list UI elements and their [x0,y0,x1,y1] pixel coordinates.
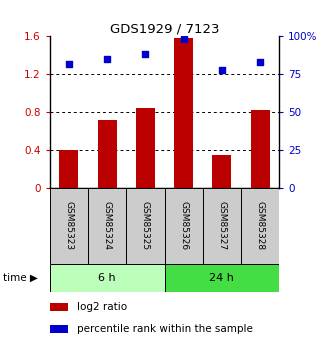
Point [143,52,148,57]
Title: GDS1929 / 7123: GDS1929 / 7123 [110,22,219,35]
Bar [50,188,88,264]
Point [181,37,186,42]
Text: log2 ratio: log2 ratio [77,302,127,312]
Bar [50,303,68,311]
Text: GSM85323: GSM85323 [65,201,74,250]
Text: 6 h: 6 h [98,273,116,283]
Bar [59,150,78,188]
Bar [136,108,155,188]
Bar [241,188,279,264]
Text: 24 h: 24 h [210,273,234,283]
Bar [164,188,203,264]
Point [219,67,224,72]
Point [66,61,72,66]
Point [257,59,263,65]
Bar [164,264,279,292]
Text: GSM85324: GSM85324 [103,201,112,250]
Text: GSM85328: GSM85328 [256,201,265,250]
Bar [174,38,193,188]
Text: percentile rank within the sample: percentile rank within the sample [77,324,253,334]
Bar [203,188,241,264]
Bar [98,120,117,188]
Bar [126,188,164,264]
Text: GSM85327: GSM85327 [217,201,226,250]
Bar [251,110,270,188]
Bar [50,264,164,292]
Bar [212,155,231,188]
Bar [88,188,126,264]
Text: GSM85326: GSM85326 [179,201,188,250]
Text: GSM85325: GSM85325 [141,201,150,250]
Bar [50,325,68,333]
Text: time ▶: time ▶ [3,273,38,283]
Point [105,56,110,62]
